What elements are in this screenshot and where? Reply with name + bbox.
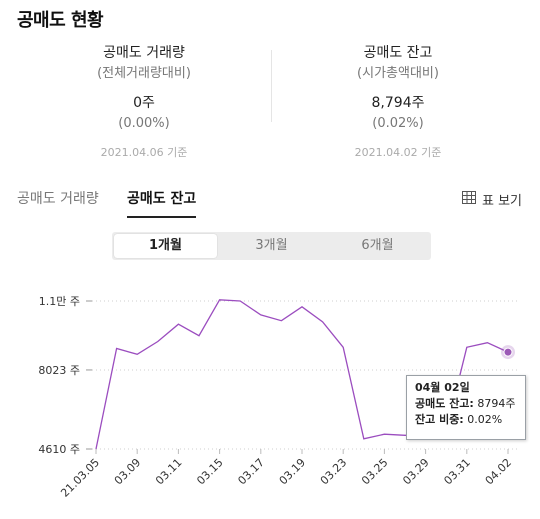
period-6month-button[interactable]: 6개월 [361, 238, 394, 253]
x-tick-label: 21.03.05 [58, 456, 102, 500]
stat-sublabel: (시가총액대비) [357, 66, 439, 81]
x-tick-label: 04.02 [483, 456, 514, 487]
tab-short-volume[interactable]: 공매도 거래량 [17, 191, 99, 207]
tab-short-balance[interactable]: 공매도 잔고 [127, 186, 197, 218]
period-3month-button[interactable]: 3개월 [255, 238, 288, 253]
page-title: 공매도 현황 [17, 10, 104, 31]
stat-value: 0주 [133, 95, 155, 111]
table-view-button[interactable]: 표 보기 [462, 190, 522, 209]
x-tick-label: 03.17 [235, 456, 266, 487]
stat-date: 2021.04.02 기준 [354, 146, 442, 159]
y-tick-label: 4610 주 [38, 443, 80, 456]
hover-marker [503, 347, 513, 357]
period-selector: 1개월 3개월 6개월 [112, 232, 431, 260]
stat-label: 공매도 거래량 [103, 45, 185, 61]
stat-label: 공매도 잔고 [363, 45, 433, 61]
x-tick-label: 03.09 [112, 456, 143, 487]
short-volume-summary: 공매도 거래량 (전체거래량대비) 0주 (0.00%) 2021.04.06 … [44, 42, 244, 161]
x-tick-label: 03.23 [318, 456, 349, 487]
stat-value: 8,794주 [371, 95, 425, 111]
chart-tooltip: 04월 02일 공매도 잔고: 8794주 잔고 비중: 0.02% [406, 375, 526, 440]
y-tick-label: 1.1만 주 [39, 295, 80, 308]
table-view-label: 표 보기 [482, 194, 523, 209]
x-tick-label: 03.31 [441, 456, 472, 487]
stat-percent: (0.02%) [372, 116, 424, 131]
short-balance-summary: 공매도 잔고 (시가총액대비) 8,794주 (0.02%) 2021.04.0… [298, 42, 498, 161]
tooltip-ratio-row: 잔고 비중: 0.02% [415, 412, 517, 428]
stat-date: 2021.04.06 기준 [100, 146, 188, 159]
y-tick-label: 8023 주 [38, 364, 80, 377]
tooltip-balance-row: 공매도 잔고: 8794주 [415, 396, 517, 412]
x-tick-label: 03.15 [194, 456, 225, 487]
tooltip-ratio-value: 0.02% [467, 413, 503, 426]
x-tick-label: 03.19 [277, 456, 308, 487]
stat-sublabel: (전체거래량대비) [97, 66, 191, 81]
tooltip-balance-label: 공매도 잔고: [415, 397, 474, 410]
x-tick-label: 03.25 [359, 456, 390, 487]
stat-percent: (0.00%) [118, 116, 170, 131]
tooltip-balance-value: 8794주 [477, 397, 516, 410]
period-1month-button[interactable]: 1개월 [114, 234, 217, 258]
table-grid-icon [462, 191, 476, 208]
tooltip-ratio-label: 잔고 비중: [415, 413, 464, 426]
x-tick-label: 03.29 [400, 456, 431, 487]
x-tick-label: 03.11 [153, 456, 184, 487]
short-balance-line-chart: 1.1만 주 8023 주 4610 주21.03.05 03.09 03.11 03.1… [38, 295, 520, 500]
tooltip-date: 04월 02일 [415, 381, 470, 394]
stat-divider [271, 50, 272, 122]
